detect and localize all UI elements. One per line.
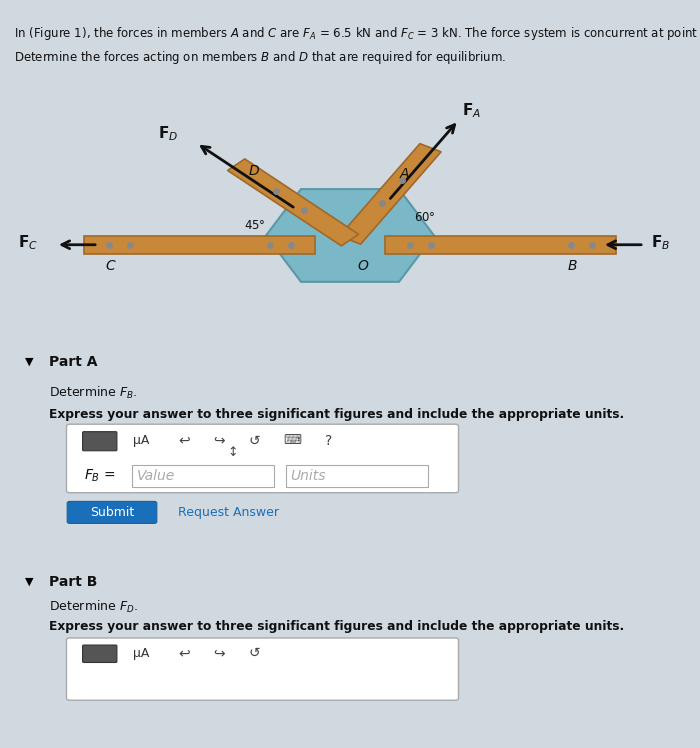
- FancyBboxPatch shape: [83, 432, 117, 451]
- Text: μA: μA: [133, 435, 149, 447]
- Text: $D$: $D$: [248, 164, 260, 178]
- Text: $\mathbf{F}_D$: $\mathbf{F}_D$: [158, 124, 178, 143]
- Text: Express your answer to three significant figures and include the appropriate uni: Express your answer to three significant…: [49, 408, 624, 421]
- Bar: [84, 236, 315, 254]
- Text: Request Answer: Request Answer: [178, 506, 279, 518]
- Text: ↺: ↺: [248, 434, 260, 448]
- Text: In (Figure 1), the forces in members $A$ and $C$ are $F_A$ = 6.5 kN and $F_C$ = : In (Figure 1), the forces in members $A$…: [14, 25, 700, 66]
- Text: ↩: ↩: [178, 434, 190, 448]
- FancyBboxPatch shape: [66, 424, 459, 493]
- Text: $45°$: $45°$: [244, 218, 265, 232]
- Text: ▼: ▼: [25, 577, 33, 587]
- FancyBboxPatch shape: [66, 638, 459, 700]
- Text: $\mathbf{F}_B$: $\mathbf{F}_B$: [651, 233, 670, 252]
- Polygon shape: [228, 159, 358, 246]
- Text: $C$: $C$: [105, 260, 117, 273]
- Text: $60°$: $60°$: [414, 211, 436, 224]
- Text: $O$: $O$: [357, 260, 370, 273]
- Text: ↕: ↕: [228, 446, 238, 459]
- Text: ?: ?: [326, 434, 332, 448]
- Text: $\mathbf{F}_A$: $\mathbf{F}_A$: [462, 102, 481, 120]
- FancyBboxPatch shape: [286, 465, 428, 487]
- Text: $B$: $B$: [567, 260, 577, 273]
- Text: Determine $F_B$.: Determine $F_B$.: [49, 385, 137, 402]
- FancyBboxPatch shape: [83, 645, 117, 663]
- Polygon shape: [340, 144, 441, 244]
- Text: ⌨: ⌨: [284, 435, 302, 447]
- Text: Express your answer to three significant figures and include the appropriate uni: Express your answer to three significant…: [49, 619, 624, 633]
- Text: Value: Value: [136, 469, 175, 483]
- Text: μA: μA: [133, 647, 149, 660]
- Text: ↩: ↩: [178, 646, 190, 660]
- Text: $F_B$ =: $F_B$ =: [84, 468, 116, 484]
- Polygon shape: [266, 189, 434, 282]
- Text: Part B: Part B: [49, 575, 97, 589]
- Text: ↺: ↺: [248, 646, 260, 660]
- Text: ↪: ↪: [214, 434, 225, 448]
- Text: $\mathbf{F}_C$: $\mathbf{F}_C$: [18, 233, 38, 252]
- Bar: [385, 236, 616, 254]
- Text: Determine $F_D$.: Determine $F_D$.: [49, 599, 138, 615]
- Text: Units: Units: [290, 469, 326, 483]
- Text: ↪: ↪: [214, 646, 225, 660]
- Text: $A$: $A$: [399, 167, 410, 180]
- Text: Submit: Submit: [90, 506, 134, 518]
- Text: ▼: ▼: [25, 357, 33, 367]
- Text: Part A: Part A: [49, 355, 97, 369]
- FancyBboxPatch shape: [67, 501, 157, 524]
- FancyBboxPatch shape: [132, 465, 274, 487]
